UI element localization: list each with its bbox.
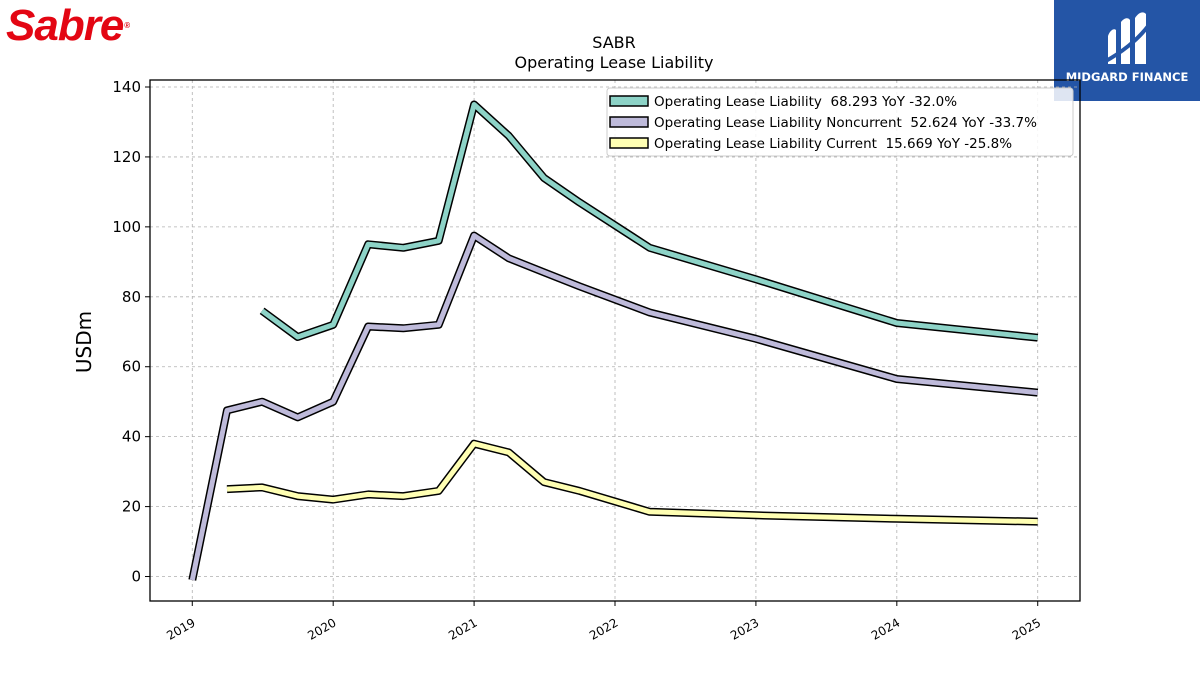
legend-swatch-1 xyxy=(609,116,649,128)
x-tick-label: 2025 xyxy=(1010,615,1043,642)
legend: Operating Lease Liability 68.293 YoY -32… xyxy=(606,87,1074,157)
logo-wordmark: Sabre xyxy=(6,1,124,50)
y-tick-label: 120 xyxy=(112,148,141,166)
series-line-2 xyxy=(226,441,1038,525)
y-tick-label: 20 xyxy=(122,498,141,516)
y-axis-label: USDm xyxy=(72,311,96,373)
midgard-finance-badge: MIDGARD FINANCE xyxy=(1054,0,1200,101)
y-tick-label: 0 xyxy=(131,568,141,586)
series-lines xyxy=(188,100,1039,581)
legend-swatch-0 xyxy=(609,95,649,107)
y-tick-label: 100 xyxy=(112,218,141,236)
y-tick-label: 140 xyxy=(112,78,141,96)
axis-ticks: 2019 2020 2021 2022 2023 2024 2025 0 20 40 60 80 100… xyxy=(112,78,1043,643)
x-tick-label: 2020 xyxy=(305,615,338,642)
chart-subtitle: Operating Lease Liability xyxy=(514,53,713,72)
y-tick-label: 40 xyxy=(122,428,141,446)
legend-frame xyxy=(606,87,1074,157)
x-tick-label: 2021 xyxy=(446,615,479,642)
y-tick-label: 60 xyxy=(122,358,141,376)
midgard-emblem-icon xyxy=(1103,12,1153,65)
registered-mark: ® xyxy=(124,21,130,30)
legend-label-2: Operating Lease Liability Current 15.669… xyxy=(654,136,1012,152)
legend-swatch-2 xyxy=(609,137,649,149)
x-tick-label: 2024 xyxy=(869,615,902,642)
sabre-logo: Sabre® xyxy=(6,1,130,50)
x-tick-label: 2019 xyxy=(164,615,197,642)
x-tick-label: 2023 xyxy=(728,615,761,642)
series-line-1 xyxy=(189,233,1038,581)
legend-label-0: Operating Lease Liability 68.293 YoY -32… xyxy=(654,94,957,110)
series-outline-2 xyxy=(226,439,1038,526)
legend-label-1: Operating Lease Liability Noncurrent 52.… xyxy=(654,115,1037,131)
badge-text: MIDGARD FINANCE xyxy=(1065,70,1189,84)
series-line-0 xyxy=(260,102,1038,341)
y-tick-label: 80 xyxy=(122,288,141,306)
x-tick-label: 2022 xyxy=(587,615,620,642)
chart-title: SABR xyxy=(592,33,636,52)
